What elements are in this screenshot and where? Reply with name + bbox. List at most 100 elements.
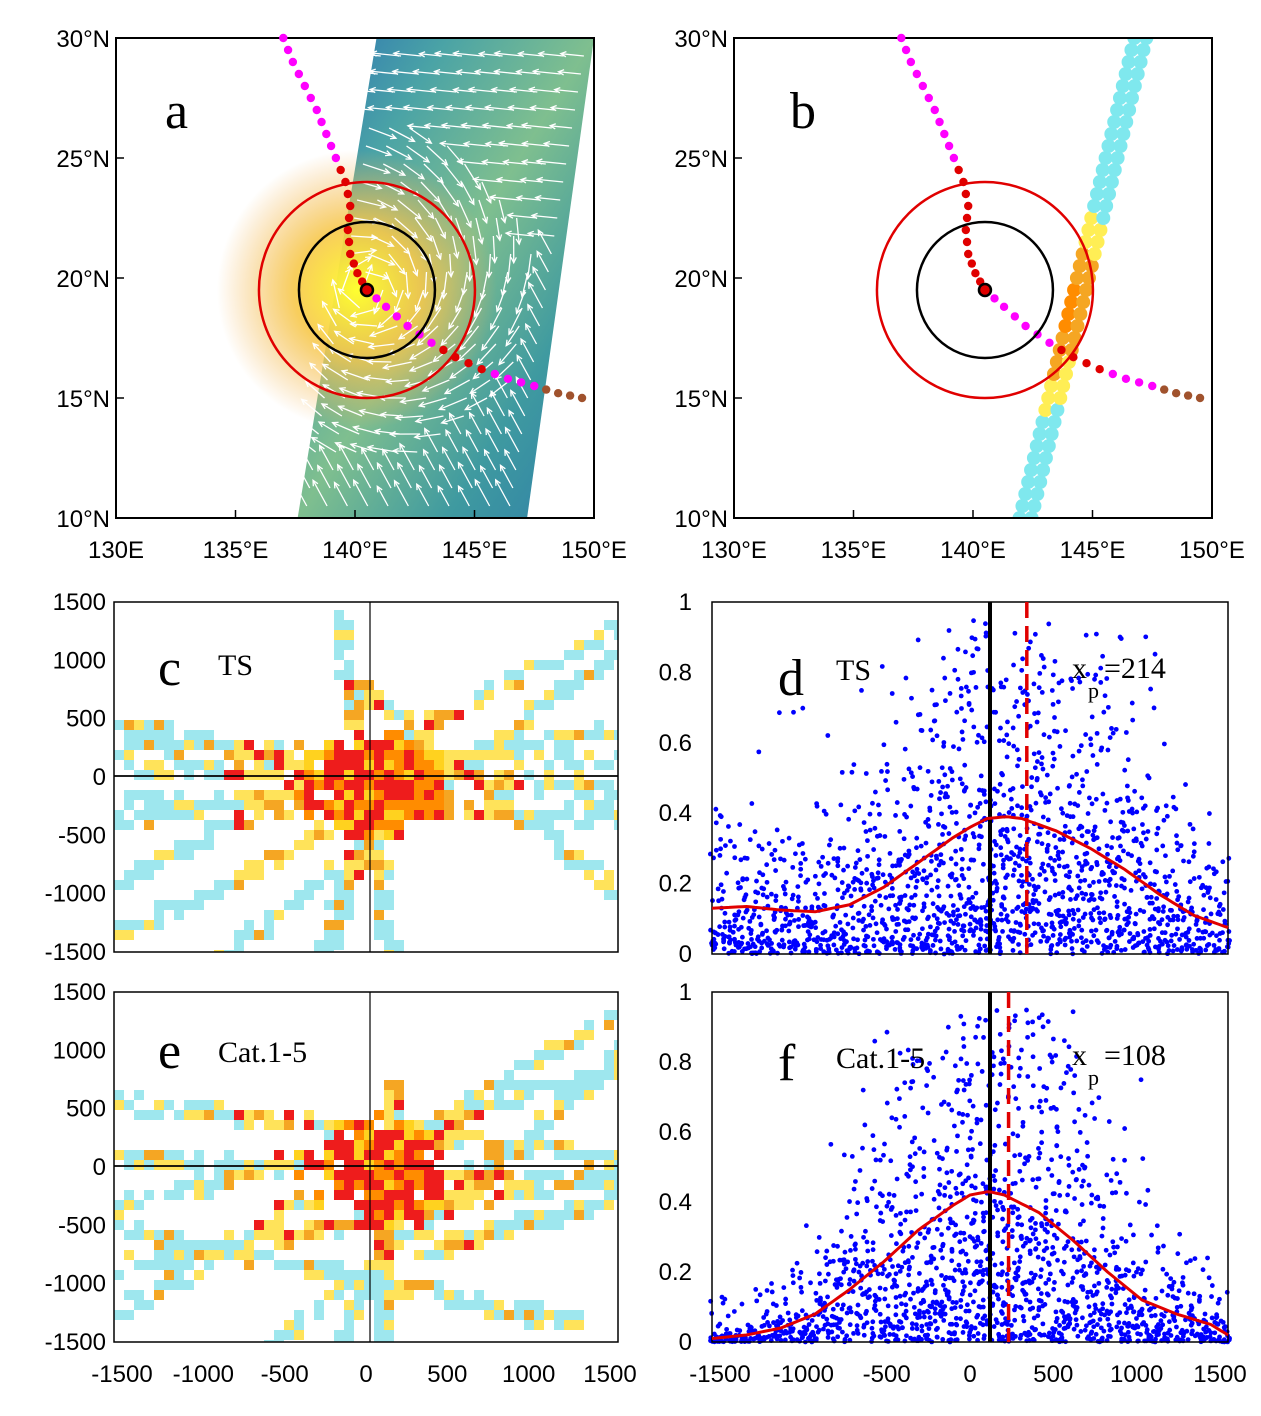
scatter-point [895,907,900,912]
scatter-point [955,907,961,913]
heatmap-cell [224,1180,234,1190]
wind-arrow-head [477,50,486,58]
scatter-point [715,932,721,937]
scatter-point [1099,745,1105,751]
wind-arrow [365,145,392,156]
wind-arrow-head [495,234,503,242]
heatmap-cell [574,1040,584,1050]
heatmap-cell [354,720,364,730]
heatmap-cell [374,810,384,820]
heatmap-cell [334,620,344,630]
heatmap-cell [314,1190,324,1200]
track-point [477,365,486,374]
scatter-point [951,921,957,926]
heatmap-cell [594,810,604,820]
scatter-point [1164,813,1170,819]
heatmap-cell [574,1150,584,1160]
heatmap-cell [274,910,284,920]
wind-arrow [301,398,322,417]
scatter-point [1043,922,1049,927]
heatmap-cell [574,850,584,860]
heatmap-cell [344,710,354,720]
heatmap-cell [344,640,354,650]
scatter-point [843,912,849,918]
scatter-point [1206,841,1212,846]
heatmap-cell [524,1090,534,1100]
wind-arrow-head [443,388,452,395]
heatmap-cell [604,1020,614,1030]
scatter-point [1107,876,1113,882]
scatter-point [1049,920,1055,926]
wind-arrow-head [426,104,434,112]
wind-arrow [475,70,500,75]
heatmap-cell [114,810,124,820]
wind-arrow [367,360,392,363]
heatmap-cell [534,820,544,830]
satellite-footprint [1044,379,1059,393]
scatter-point [1175,917,1181,923]
scatter-point [974,905,980,911]
wind-arrow [434,217,446,239]
scatter-point [1060,913,1066,919]
scatter-point [910,915,916,921]
scatter-point [932,937,938,943]
scatter-point [936,907,942,912]
heatmap-cell [564,1100,574,1110]
wind-arrow-head [391,204,399,211]
scatter-point [1129,806,1135,812]
scatter-point [879,664,885,669]
heatmap-cell [234,1110,244,1120]
heatmap-cell [314,750,324,760]
scatter-point [1170,917,1176,923]
wind-arrow-head [472,258,480,266]
wind-arrow-head [527,303,534,311]
satellite-footprint [1139,38,1154,45]
scatter-point [1019,812,1025,818]
heatmap-cell [124,1310,134,1320]
heatmap-cell [304,1200,314,1210]
wind-arrow-head [537,50,545,58]
scatter-point [893,929,899,934]
heatmap-cell [464,750,474,760]
heatmap-cell [354,800,364,810]
scatter-point [971,834,977,840]
heatmap-cell [164,850,174,860]
heatmap-cell [384,820,394,830]
wind-arrow-head [508,86,517,93]
wind-arrow-head [520,290,527,299]
y-tick-label: 1500 [53,589,106,616]
scatter-point [981,861,986,867]
track-point [403,321,412,331]
heatmap-cell [344,830,354,840]
wind-arrow-head [452,50,460,57]
scatter-point [960,737,966,742]
scatter-point [1183,934,1189,940]
scatter-point [1125,828,1131,834]
heatmap-cell [314,820,324,830]
scatter-point [961,923,967,929]
heatmap-cell [574,1030,584,1040]
heatmap-cell [414,750,424,760]
heatmap-cell [224,1110,234,1120]
heatmap-cell [164,1250,174,1260]
scatter-point [864,867,870,872]
scatter-point [971,618,976,624]
scatter-point [1101,871,1106,877]
track-point [503,374,513,383]
scatter-point [1026,645,1032,651]
scatter-point [995,917,1001,923]
scatter-point [963,649,968,655]
heatmap-cell [114,1090,124,1100]
scatter-point [939,811,944,817]
heatmap-cell [474,760,484,770]
heatmap-cell [584,780,594,790]
heatmap-cell [304,1220,314,1230]
scatter-point [1156,908,1161,914]
heatmap-cell [454,1230,464,1240]
heatmap-cell [184,810,194,820]
y-axis-ticks: 10.80.60.40.20 [659,589,692,968]
wind-arrow [353,426,380,435]
scatter-point [780,838,785,844]
track-point [300,81,310,91]
heatmap-cell [304,880,314,890]
